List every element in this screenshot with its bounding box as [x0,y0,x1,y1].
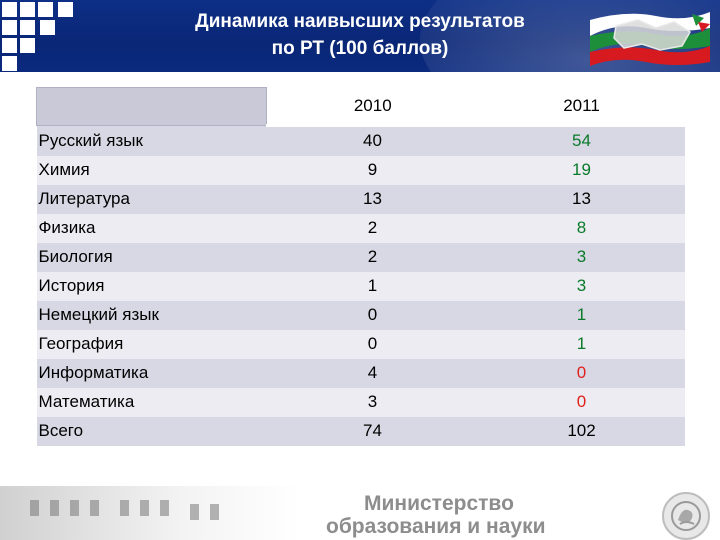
value-2010-cell: 3 [266,387,479,417]
table-row: Немецкий язык 0 1 [36,300,685,330]
title-line-1: Динамика наивысших результатов [195,11,525,32]
subject-cell: Немецкий язык [36,300,267,330]
value-2011-cell: 3 [478,271,685,301]
value-2010-cell: 40 [266,125,479,156]
subject-cell: История [36,271,267,301]
table-row: Всего 74 102 [36,416,685,446]
value-2010-cell: 2 [266,242,479,272]
value-2010-cell: 0 [266,300,479,330]
ministry-caption: Министерство образования и науки [326,492,586,538]
subject-cell: География [36,329,267,359]
value-2010-cell: 0 [266,329,479,359]
subject-cell: Математика [36,387,267,417]
table-row: География 0 1 [36,329,685,359]
header-2011: 2011 [478,87,685,127]
value-2011-cell: 1 [478,300,685,330]
value-2011-cell: 0 [478,358,685,388]
value-2010-cell: 2 [266,213,479,243]
table-row: Химия 9 19 [36,155,685,185]
results-table: 2010 2011 Русский язык 40 54 Химия 9 19 Литера… [36,87,685,446]
subject-cell: Литература [36,184,267,214]
building-photo [0,486,300,540]
header-blank-cell [36,87,267,126]
value-2011-cell: 8 [478,213,685,243]
table-row: Математика 3 0 [36,387,685,417]
table-header-row: 2010 2011 [36,87,685,127]
title-line-2: по РТ (100 баллов) [271,38,449,59]
value-2011-cell: 0 [478,387,685,417]
subject-cell: Информатика [36,358,267,388]
ministry-line-2: образования и науки [326,515,546,538]
value-2010-cell: 74 [266,416,479,446]
table-row: Физика 2 8 [36,213,685,243]
table-row: Биология 2 3 [36,242,685,272]
subject-cell: Русский язык [36,125,267,156]
header-band: Динамика наивысших результатов по РТ (10… [0,0,720,72]
table-row: Литература 13 13 [36,184,685,214]
tatarstan-map-flag-icon [590,12,710,66]
page-title: Динамика наивысших результатов по РТ (10… [140,8,580,62]
subject-cell: Всего [36,416,267,446]
tatarstan-emblem-icon [662,492,710,540]
footer: Министерство образования и науки [0,484,720,540]
value-2011-cell: 102 [478,416,685,446]
table-row: История 1 3 [36,271,685,301]
value-2011-cell: 19 [478,155,685,185]
subject-cell: Химия [36,155,267,185]
header-2010: 2010 [266,87,479,127]
value-2010-cell: 13 [266,184,479,214]
value-2011-cell: 3 [478,242,685,272]
table-row: Информатика 4 0 [36,358,685,388]
table-row: Русский язык 40 54 [36,125,685,156]
value-2011-cell: 1 [478,329,685,359]
subject-cell: Биология [36,242,267,272]
value-2010-cell: 9 [266,155,479,185]
ministry-line-1: Министерство [364,492,514,515]
value-2011-cell: 54 [478,125,685,156]
value-2010-cell: 1 [266,271,479,301]
value-2010-cell: 4 [266,358,479,388]
value-2011-cell: 13 [478,184,685,214]
subject-cell: Физика [36,213,267,243]
